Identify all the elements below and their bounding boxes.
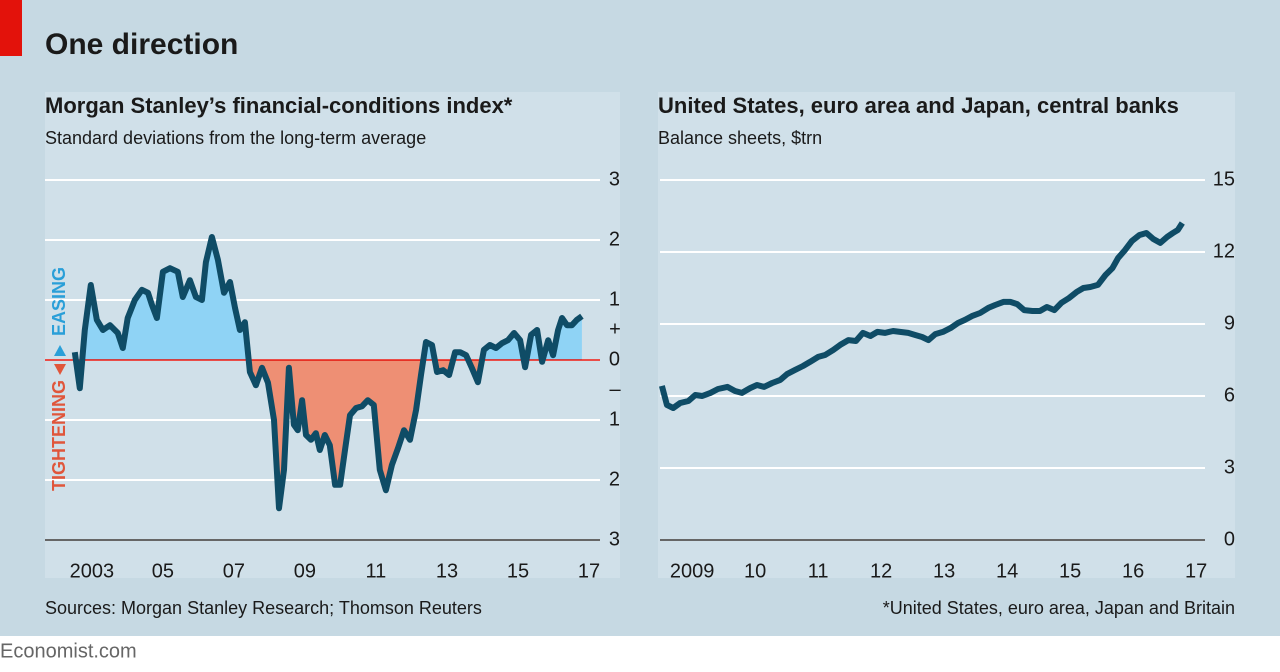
y-tick-label: 3 xyxy=(1224,456,1235,478)
x-tick-label: 07 xyxy=(223,560,245,582)
chart-title: United States, euro area and Japan, cent… xyxy=(658,93,1179,118)
tightening-arrow xyxy=(54,364,66,375)
y-tick-label: 0 xyxy=(609,348,620,370)
x-tick-label: 11 xyxy=(366,560,387,582)
brand: Economist.com xyxy=(0,640,137,662)
x-tick-label: 10 xyxy=(744,560,766,582)
y-tick-label: 3 xyxy=(609,528,620,550)
footer xyxy=(0,636,1280,672)
x-tick-label: 17 xyxy=(578,560,600,582)
x-tick-label: 13 xyxy=(436,560,458,582)
right-panel xyxy=(658,92,1235,578)
easing-label: EASING xyxy=(49,267,69,336)
y-tick-label: 1 xyxy=(609,288,620,310)
y-tick-label: 6 xyxy=(1224,384,1235,406)
area-tightening xyxy=(74,360,582,509)
x-tick-label: 12 xyxy=(870,560,892,582)
chart-title: Morgan Stanley’s financial-conditions in… xyxy=(45,93,513,118)
y-tick-label: 0 xyxy=(1224,528,1235,550)
x-tick-label: 11 xyxy=(808,560,829,582)
y-tick-label: 15 xyxy=(1213,168,1235,190)
y-tick-label: 2 xyxy=(609,228,620,250)
x-tick-label: 13 xyxy=(933,560,955,582)
chart-subtitle: Standard deviations from the long-term a… xyxy=(45,128,426,148)
source: Sources: Morgan Stanley Research; Thomso… xyxy=(45,598,482,618)
red-tag xyxy=(0,0,22,56)
x-tick-label: 05 xyxy=(152,560,174,582)
x-tick-label: 09 xyxy=(294,560,316,582)
tightening-label: TIGHTENING xyxy=(49,380,69,491)
y-tick-label: 9 xyxy=(1224,312,1235,334)
x-tick-label: 2009 xyxy=(670,560,715,582)
y-tick-label: 3 xyxy=(609,168,620,190)
x-tick-label: 14 xyxy=(996,560,1018,582)
x-tick-label: 15 xyxy=(1059,560,1081,582)
minus-sign: – xyxy=(609,378,621,400)
area-easing xyxy=(74,237,582,360)
figure-title: One direction xyxy=(45,28,238,61)
plus-sign: + xyxy=(609,318,621,340)
x-tick-label: 15 xyxy=(507,560,529,582)
easing-arrow xyxy=(54,345,66,356)
y-tick-label: 2 xyxy=(609,468,620,490)
y-tick-label: 1 xyxy=(609,408,620,430)
footnote: *United States, euro area, Japan and Bri… xyxy=(883,598,1235,618)
y-tick-label: 12 xyxy=(1213,240,1235,262)
x-tick-label: 17 xyxy=(1185,560,1207,582)
chart-subtitle: Balance sheets, $trn xyxy=(658,128,822,148)
data-line xyxy=(71,234,584,512)
data-line xyxy=(658,221,1185,411)
x-tick-label: 2003 xyxy=(70,560,115,582)
x-tick-label: 16 xyxy=(1122,560,1144,582)
